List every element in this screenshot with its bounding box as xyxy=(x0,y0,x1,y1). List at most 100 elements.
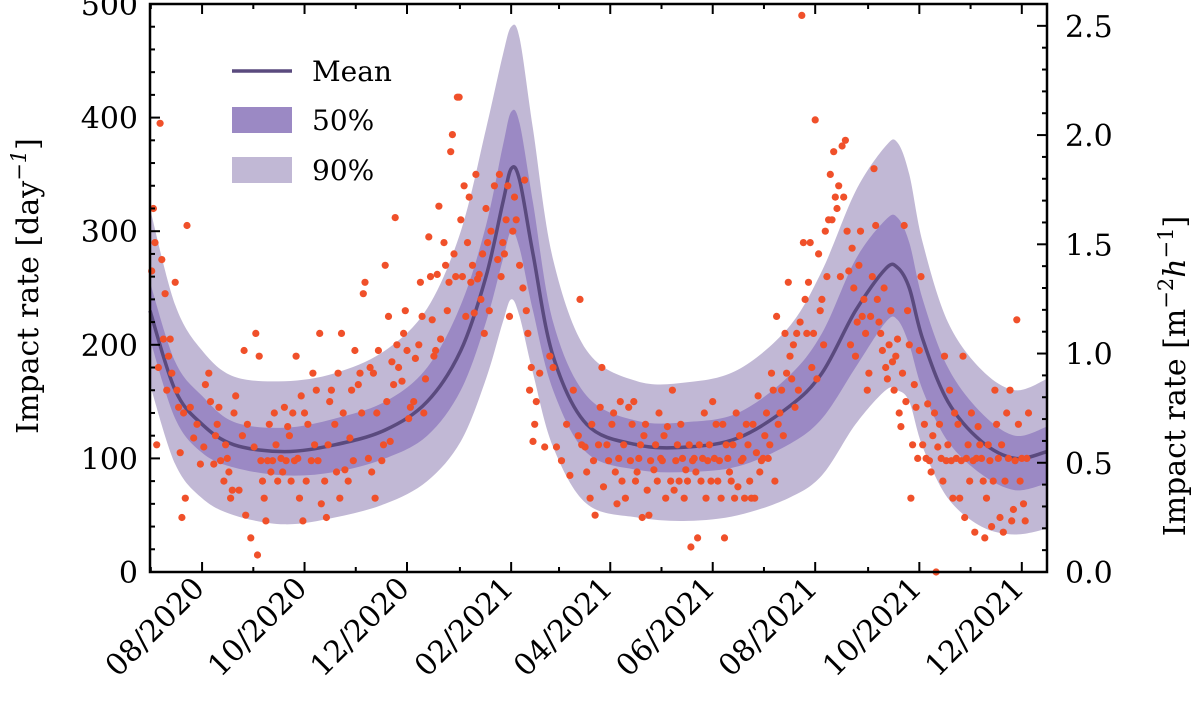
legend-50-label: 50% xyxy=(312,104,374,137)
x-tick-label: 10/2021 xyxy=(816,571,929,684)
data-point xyxy=(326,398,334,406)
data-point xyxy=(682,466,690,474)
data-point xyxy=(154,363,162,372)
data-point xyxy=(751,494,759,502)
data-point xyxy=(683,477,692,485)
data-point xyxy=(605,457,613,465)
data-point xyxy=(631,477,640,485)
x-tick-label: 10/2020 xyxy=(201,571,314,684)
x-tick-label: 04/2021 xyxy=(507,571,620,684)
data-point xyxy=(618,477,626,485)
data-point xyxy=(841,136,850,144)
data-point xyxy=(458,273,466,281)
data-point xyxy=(949,494,957,502)
data-point xyxy=(653,477,661,485)
data-point xyxy=(989,477,997,485)
data-point xyxy=(176,449,184,457)
data-point xyxy=(495,170,503,178)
data-point xyxy=(238,432,246,440)
data-point xyxy=(796,318,804,326)
data-point xyxy=(724,454,732,462)
data-point xyxy=(284,423,292,431)
data-point xyxy=(1011,457,1019,465)
data-point xyxy=(166,335,174,343)
data-point xyxy=(297,392,305,400)
data-point xyxy=(1023,454,1031,462)
data-point xyxy=(583,468,591,476)
data-point xyxy=(890,386,898,394)
data-point xyxy=(789,341,798,349)
data-point xyxy=(811,116,819,124)
data-point xyxy=(569,386,577,394)
data-point xyxy=(477,295,485,303)
data-point xyxy=(358,409,366,417)
data-point xyxy=(946,386,954,394)
data-point xyxy=(964,441,972,449)
data-point xyxy=(1014,420,1023,428)
data-point xyxy=(295,494,304,502)
data-point xyxy=(379,441,388,449)
data-point xyxy=(695,441,703,449)
y-axis-title: Impact rate [day−1] xyxy=(7,138,46,434)
data-point xyxy=(939,477,947,485)
data-point xyxy=(327,386,335,394)
data-point xyxy=(200,443,208,451)
data-point xyxy=(549,363,557,372)
data-point xyxy=(700,409,708,417)
data-point xyxy=(727,477,735,485)
data-point xyxy=(222,441,230,449)
data-point xyxy=(875,318,883,326)
data-point xyxy=(793,329,801,337)
data-point xyxy=(450,250,458,258)
data-point xyxy=(799,239,808,247)
data-point xyxy=(201,381,209,389)
data-point xyxy=(227,494,235,502)
data-point xyxy=(877,329,885,337)
data-point xyxy=(668,386,677,394)
data-point xyxy=(472,170,480,178)
data-point xyxy=(779,432,787,440)
data-point xyxy=(897,423,905,431)
data-point xyxy=(341,466,349,474)
data-point xyxy=(581,443,589,451)
data-point xyxy=(734,483,742,491)
data-point xyxy=(255,352,263,360)
y-tick-label: 300 xyxy=(81,215,138,250)
data-point xyxy=(773,312,781,320)
data-point xyxy=(287,477,295,485)
y2-tick-label: 2.0 xyxy=(1065,119,1113,154)
data-point xyxy=(401,307,409,315)
data-point xyxy=(956,494,964,502)
data-point xyxy=(289,409,297,417)
data-point xyxy=(455,93,463,101)
data-point xyxy=(833,204,841,213)
data-point xyxy=(294,454,302,462)
data-point xyxy=(771,477,779,485)
data-point xyxy=(883,375,892,383)
data-point xyxy=(532,398,540,406)
data-point xyxy=(257,457,265,465)
data-point xyxy=(228,486,236,494)
data-point xyxy=(366,363,374,372)
data-point xyxy=(776,409,784,417)
data-point xyxy=(279,468,287,476)
data-point xyxy=(435,202,443,210)
data-point xyxy=(1013,316,1021,324)
data-point xyxy=(915,346,923,355)
data-point xyxy=(270,409,278,417)
data-point xyxy=(470,309,478,317)
data-point xyxy=(337,329,346,337)
data-point xyxy=(798,11,806,19)
data-point xyxy=(998,441,1006,449)
data-point xyxy=(803,329,811,337)
data-point xyxy=(919,441,927,449)
data-point xyxy=(778,386,786,394)
data-point xyxy=(151,239,159,247)
data-point xyxy=(707,477,715,485)
data-point xyxy=(421,375,430,383)
data-point xyxy=(463,239,472,247)
data-point xyxy=(690,454,698,462)
data-point xyxy=(752,449,761,457)
y-tick-label: 200 xyxy=(81,329,138,364)
data-point xyxy=(240,346,248,355)
